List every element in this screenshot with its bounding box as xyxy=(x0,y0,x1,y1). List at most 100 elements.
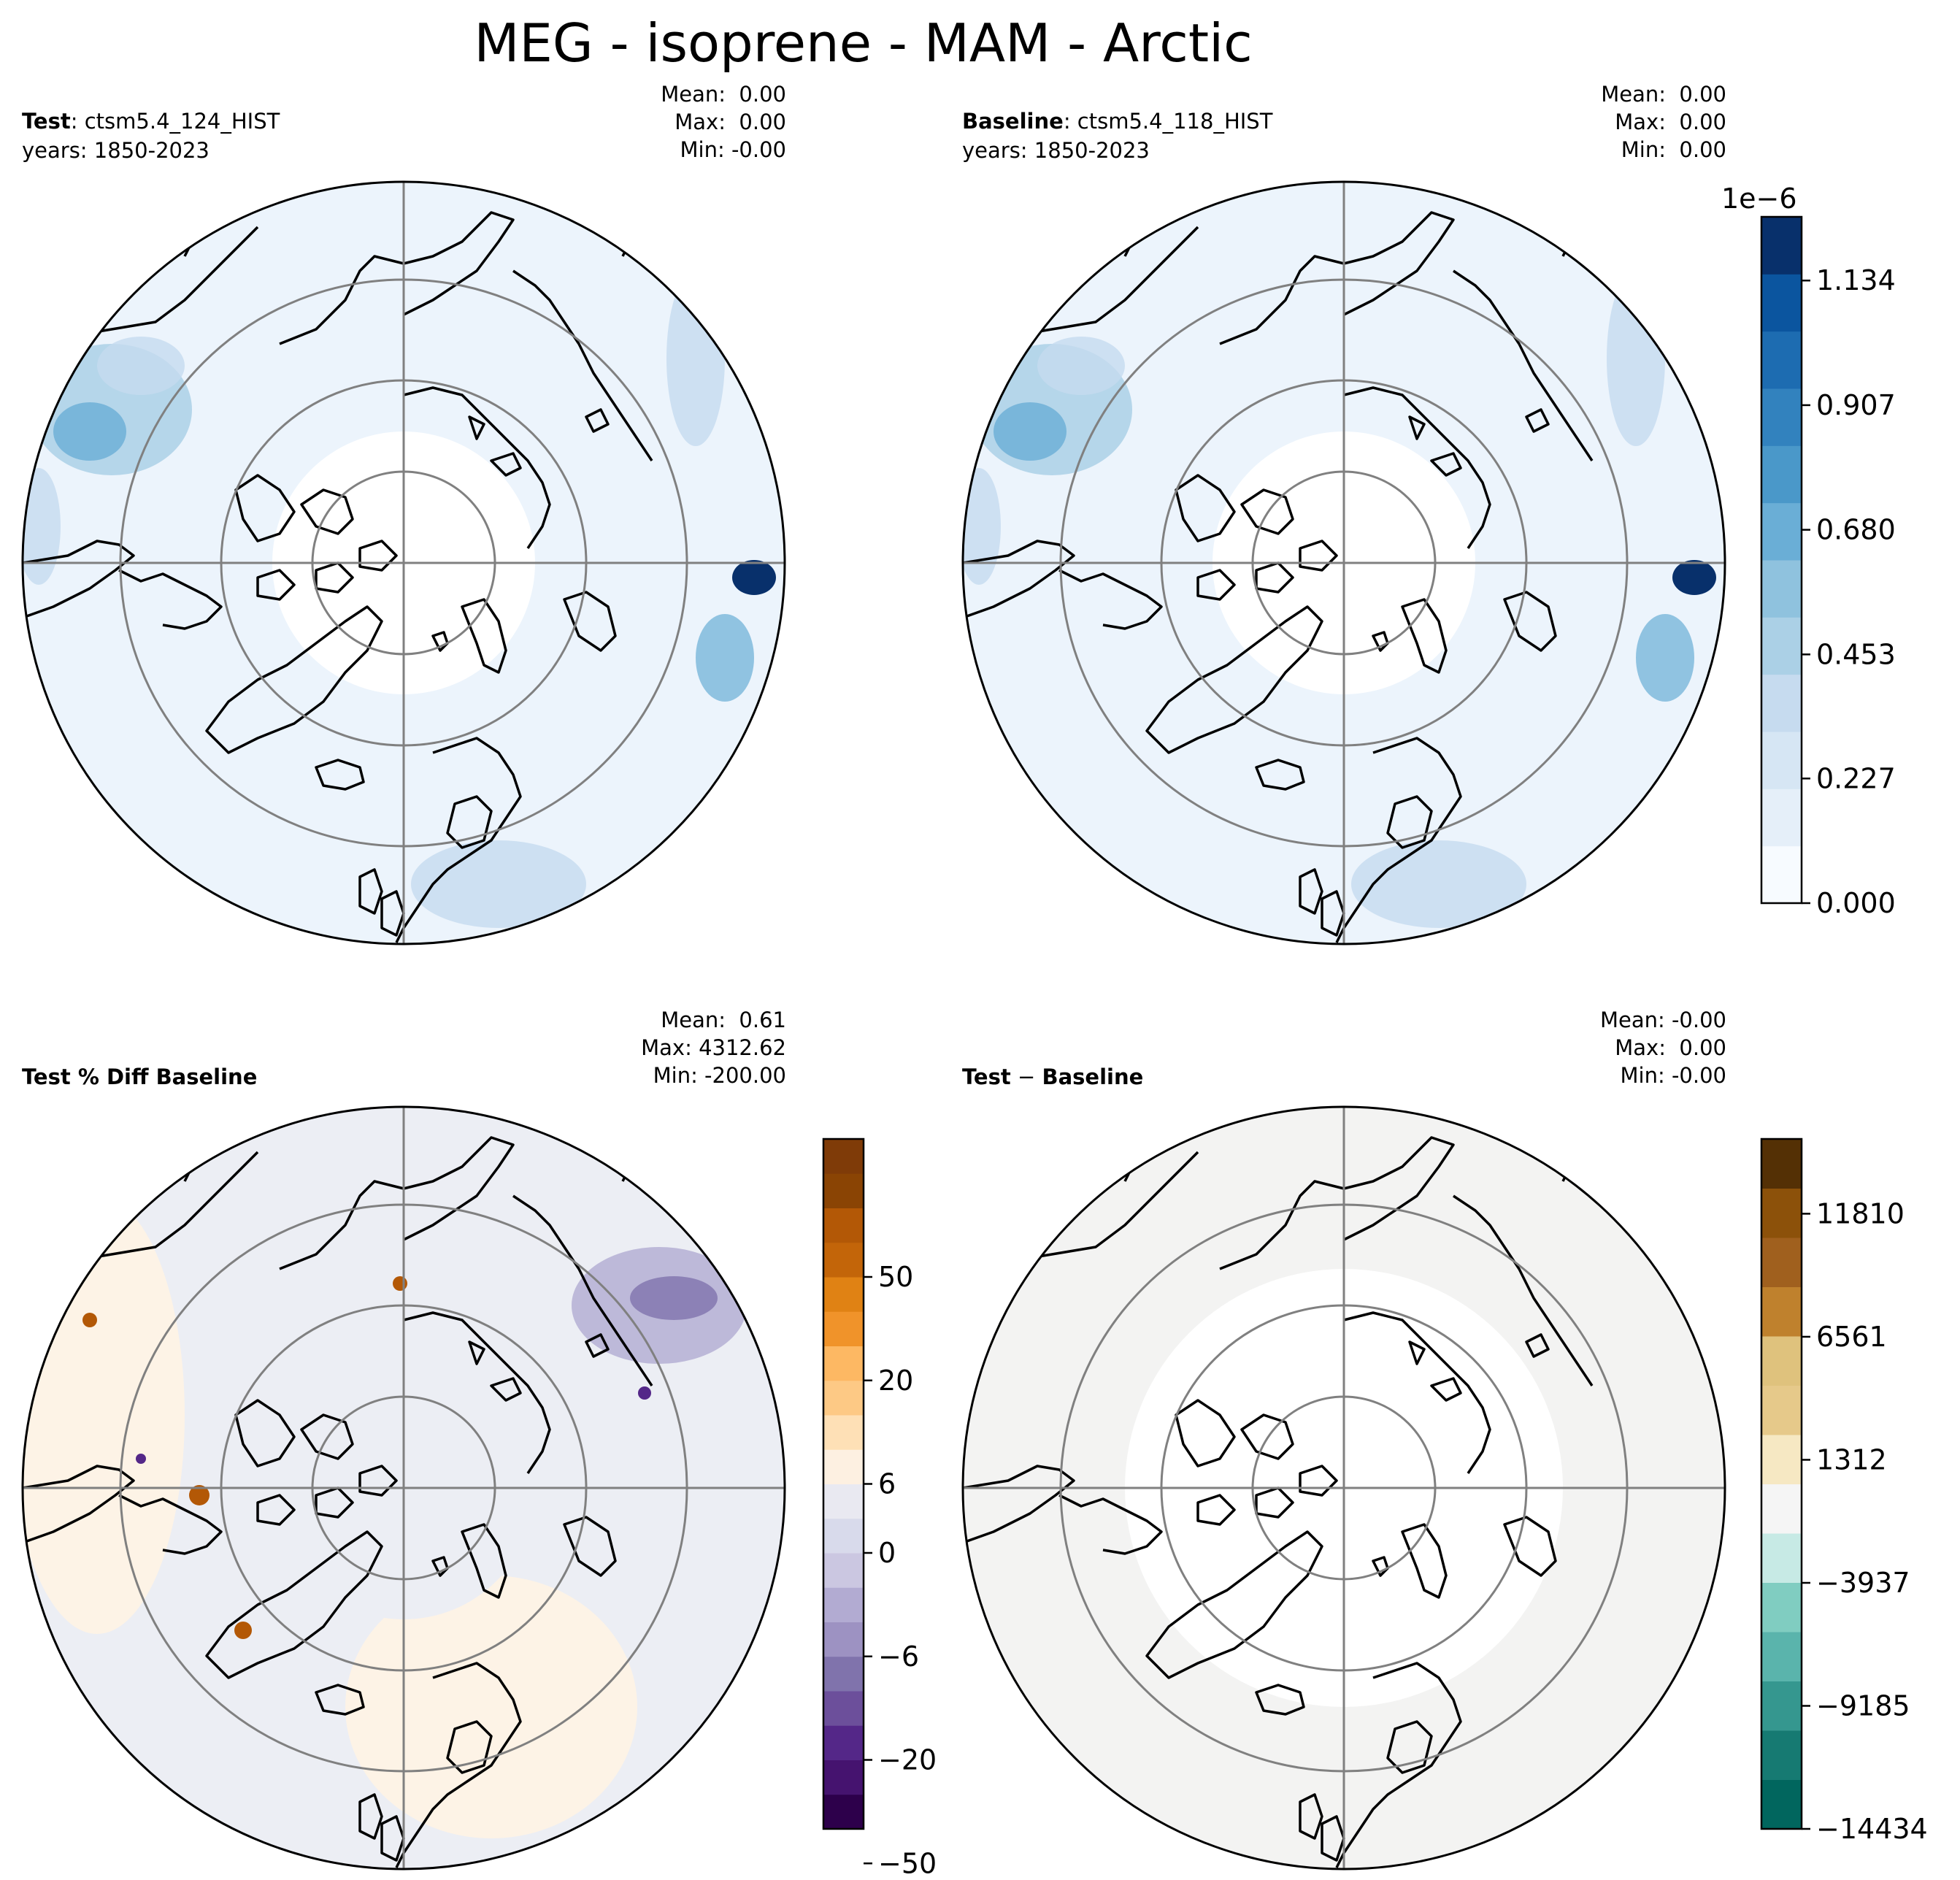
colorbar-diff-segment xyxy=(1761,1533,1802,1583)
pctdiff-spot-1 xyxy=(82,1313,97,1327)
baseline-map xyxy=(961,180,1726,945)
colorbar-diff-segment xyxy=(1761,1632,1802,1681)
colorbar-diff-segment xyxy=(1761,1779,1802,1830)
colorbar-top-segment xyxy=(1761,274,1802,332)
colorbar-test-baseline: 0.000 0.227 0.453 0.680 0.907 1.134 1e−6 xyxy=(1721,183,1896,919)
colorbar-diff-segment xyxy=(1761,1139,1802,1189)
colorbar-pct-segment xyxy=(823,1449,864,1484)
colorbar-pct-diff: 50 20 6 0 −6 −20 −50 xyxy=(822,1137,937,1879)
colorbar-top-segment xyxy=(1761,445,1802,504)
test-years: years: 1850-2023 xyxy=(22,138,210,163)
diff-label-minus: − xyxy=(1010,1064,1042,1089)
colorbar-top-segment xyxy=(1761,560,1802,618)
colorbar-pct-segment xyxy=(823,1656,864,1692)
colorbar-pct-segment xyxy=(823,1346,864,1381)
colorbar-pct-segment xyxy=(823,1760,864,1795)
test-stats: Mean: 0.00 Max: 0.00 Min: -0.00 xyxy=(275,80,786,164)
pctdiff-stats: Mean: 0.61 Max: 4312.62 Min: -200.00 xyxy=(275,1006,786,1089)
colorbar-top-tick-label: 0.453 xyxy=(1816,638,1896,670)
test-panel-label: Test: ctsm5.4_124_HIST xyxy=(22,108,280,135)
colorbar-pct-tick-label: −20 xyxy=(878,1744,937,1776)
diff-label-bold: Test xyxy=(962,1064,1011,1089)
colorbar-pct-segment xyxy=(823,1484,864,1519)
pctdiff-map-boundary xyxy=(21,1105,786,1871)
diff-label-bold2: Baseline xyxy=(1042,1064,1144,1089)
colorbar-top-tick-label: 0.000 xyxy=(1816,887,1896,919)
colorbar-top-segment xyxy=(1761,331,1802,389)
colorbar-diff-segment xyxy=(1761,1286,1802,1337)
colorbar-top-segment xyxy=(1761,617,1802,675)
colorbar-diff-segment xyxy=(1761,1188,1802,1238)
colorbar-diff: 11810 6561 1312 −3937 −9185 −14434 xyxy=(1760,1137,1928,1845)
colorbar-pct-segment xyxy=(823,1208,864,1243)
baseline-map-boundary xyxy=(961,180,1726,945)
diff-map xyxy=(961,1105,1726,1871)
baseline-hotspot-asia-core xyxy=(994,402,1067,461)
colorbar-pct-segment xyxy=(823,1518,864,1554)
colorbar-top-segment xyxy=(1761,388,1802,446)
colorbar-top-segment xyxy=(1761,732,1802,789)
colorbar-diff-segment xyxy=(1761,1238,1802,1287)
colorbar-top-tick-label: 0.907 xyxy=(1816,389,1896,421)
colorbar-diff-tick-label: −14434 xyxy=(1816,1813,1928,1845)
diff-max: Max: 0.00 xyxy=(1615,1035,1726,1060)
test-hotspot-na-east xyxy=(696,614,754,702)
pctdiff-panel-label: Test % Diff Baseline xyxy=(22,1064,257,1091)
pctdiff-map xyxy=(21,1105,786,1871)
colorbar-diff-segment xyxy=(1761,1435,1802,1484)
test-hotspot-asia-core xyxy=(53,402,126,461)
baseline-mean: Mean: 0.00 xyxy=(1601,82,1726,107)
baseline-hotspot-na-north xyxy=(1607,271,1665,446)
colorbar-top-segment xyxy=(1761,502,1802,561)
pctdiff-purple-core xyxy=(630,1276,718,1320)
test-hotspot-na xyxy=(732,560,776,595)
colorbar-diff-segment xyxy=(1761,1385,1802,1435)
colorbar-top-segment xyxy=(1761,789,1802,847)
baseline-hotspot-asia-north xyxy=(1037,337,1125,395)
test-map xyxy=(21,180,786,945)
test-max: Max: 0.00 xyxy=(675,110,786,134)
colorbar-top-tick-label: 0.680 xyxy=(1816,514,1896,546)
diff-mean: Mean: -0.00 xyxy=(1599,1008,1726,1032)
baseline-panel-label: Baseline: ctsm5.4_118_HIST xyxy=(962,108,1272,135)
colorbar-pct-tick-label: −6 xyxy=(878,1641,919,1673)
colorbar-pct-segment xyxy=(823,1415,864,1450)
colorbar-pct-segment xyxy=(823,1794,864,1830)
figure-title: MEG - isoprene - MAM - Arctic xyxy=(474,12,1253,74)
colorbar-pct-tick-label: 6 xyxy=(878,1468,896,1500)
pctdiff-spot-3 xyxy=(234,1622,252,1639)
colorbar-diff-segment xyxy=(1761,1336,1802,1386)
colorbar-top-segment xyxy=(1761,674,1802,732)
baseline-hotspot-na-east xyxy=(1636,614,1694,702)
pctdiff-spot-5 xyxy=(136,1454,146,1464)
colorbar-pct-segment xyxy=(823,1587,864,1622)
test-hotspot-asia-north xyxy=(97,337,185,395)
colorbar-diff-frame xyxy=(1760,1137,1803,1830)
pctdiff-spot-2 xyxy=(189,1485,210,1505)
colorbar-pct-segment xyxy=(823,1277,864,1312)
colorbar-diff-segment xyxy=(1761,1730,1802,1780)
colorbar-top-tick-label: 0.227 xyxy=(1816,762,1896,794)
colorbar-pct-segment xyxy=(823,1242,864,1278)
colorbar-pct-segment xyxy=(823,1553,864,1588)
colorbar-pct-tick-label: 0 xyxy=(878,1537,896,1569)
colorbar-top-exponent: 1e−6 xyxy=(1721,183,1797,215)
baseline-min: Min: 0.00 xyxy=(1621,137,1726,162)
colorbar-pct-tick-label: −50 xyxy=(878,1847,937,1879)
test-min: Min: -0.00 xyxy=(680,137,786,162)
test-label-bold: Test xyxy=(22,109,71,134)
colorbar-top-segment xyxy=(1761,845,1802,904)
colorbar-pct-tick-label: 50 xyxy=(878,1261,913,1293)
colorbar-top-segment xyxy=(1761,217,1802,275)
pctdiff-spot-6 xyxy=(638,1386,651,1400)
diff-panel-label: Test − Baseline xyxy=(962,1064,1143,1091)
colorbar-diff-segment xyxy=(1761,1582,1802,1632)
pctdiff-min: Min: -200.00 xyxy=(653,1063,786,1088)
colorbar-pct-segment xyxy=(823,1173,864,1208)
baseline-hotspot-europe xyxy=(1351,840,1526,928)
baseline-label-case: : ctsm5.4_118_HIST xyxy=(1063,109,1273,134)
colorbar-diff-tick-label: 1312 xyxy=(1816,1443,1887,1476)
colorbar-diff-segment xyxy=(1761,1681,1802,1731)
pctdiff-label-bold: Test % Diff Baseline xyxy=(22,1064,258,1089)
